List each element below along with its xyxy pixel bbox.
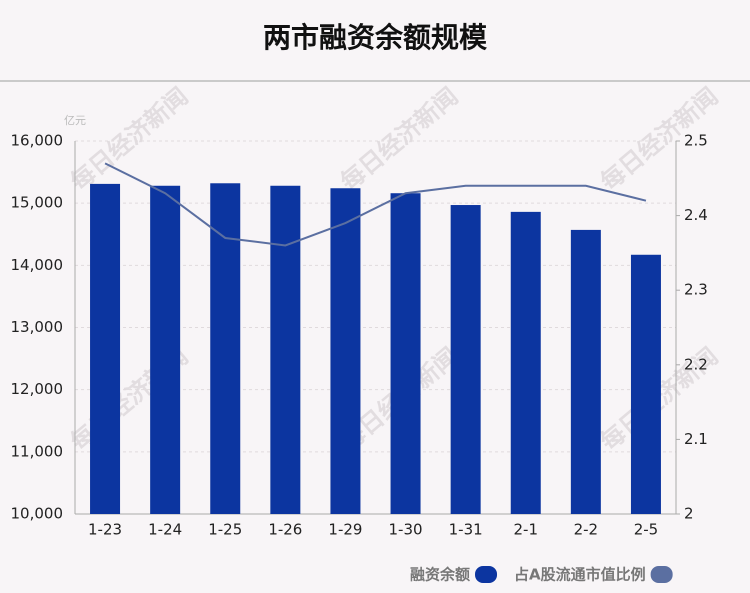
y2-tick-label: 2.1 — [684, 430, 708, 448]
bar — [210, 183, 241, 515]
watermark: 每日经济新闻 — [65, 82, 193, 196]
bar — [90, 183, 121, 514]
bar — [150, 185, 181, 514]
y-tick-label: 15,000 — [11, 194, 64, 212]
y2-tick-label: 2 — [684, 505, 694, 523]
legend-swatch — [475, 566, 498, 583]
y-tick-label: 12,000 — [11, 380, 64, 398]
bar — [450, 205, 481, 514]
bar — [630, 254, 661, 514]
y-tick-label: 13,000 — [11, 318, 64, 336]
watermark: 每日经济新闻 — [335, 82, 463, 196]
x-tick-label: 2-2 — [574, 521, 599, 539]
y2-tick-label: 2.5 — [684, 132, 708, 150]
x-tick-label: 1-31 — [449, 521, 483, 539]
y2-tick-label: 2.4 — [684, 206, 708, 224]
bar — [510, 211, 541, 514]
bar — [330, 188, 361, 514]
bar — [390, 193, 421, 514]
bar — [570, 229, 601, 515]
x-tick-label: 1-24 — [148, 521, 182, 539]
y-tick-label: 16,000 — [11, 132, 64, 150]
x-tick-label: 1-30 — [389, 521, 423, 539]
x-tick-label: 1-29 — [328, 521, 362, 539]
y2-tick-label: 2.2 — [684, 355, 708, 373]
x-tick-label: 1-25 — [208, 521, 242, 539]
legend-label: 融资余额 — [410, 566, 470, 584]
y-tick-label: 10,000 — [11, 505, 64, 523]
y-tick-label: 14,000 — [11, 256, 64, 274]
bar — [270, 185, 301, 514]
x-tick-label: 1-26 — [268, 521, 302, 539]
x-tick-label: 2-5 — [634, 521, 659, 539]
x-tick-label: 2-1 — [514, 521, 539, 539]
legend-label: 占A股流通市值比例 — [514, 566, 646, 584]
chart-title: 两市融资余额规模 — [263, 21, 488, 54]
x-tick-label: 1-23 — [88, 521, 122, 539]
y2-tick-label: 2.3 — [684, 281, 708, 299]
legend-swatch — [650, 566, 673, 583]
y-unit: 亿元 — [64, 114, 86, 127]
line — [104, 162, 647, 247]
y-tick-label: 11,000 — [11, 442, 64, 460]
